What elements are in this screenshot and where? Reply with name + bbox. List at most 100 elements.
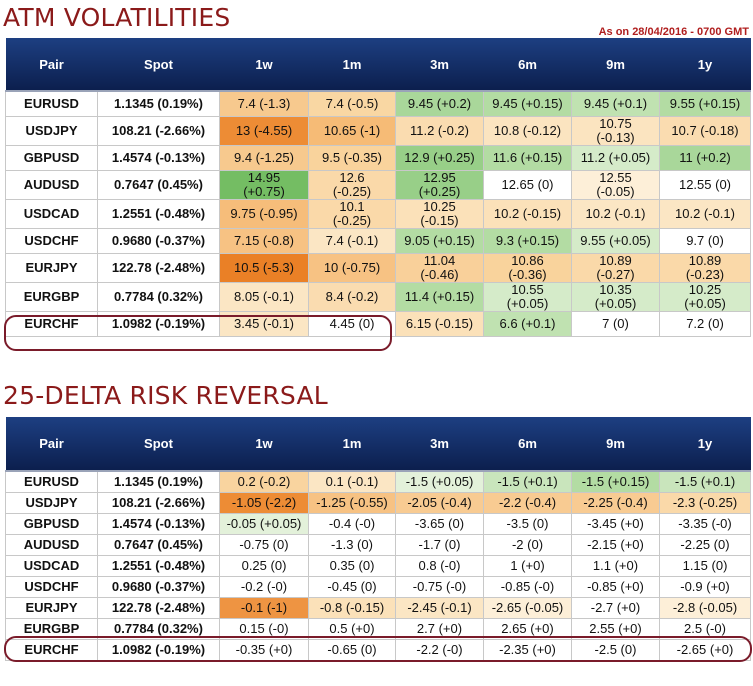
pair-cell: USDCAD xyxy=(5,199,98,229)
column-header-3m: 3m xyxy=(395,417,484,472)
column-header-spot: Spot xyxy=(97,38,220,92)
pair-cell: EURUSD xyxy=(5,90,98,117)
value-cell: -1.5 (+0.1) xyxy=(483,470,572,493)
pair-cell: USDCAD xyxy=(5,555,98,577)
value-cell: 10.75 (-0.13) xyxy=(571,116,660,146)
value-cell: -2.7 (+0) xyxy=(571,597,660,619)
pair-cell: AUDUSD xyxy=(5,534,98,556)
value-cell: 12.65 (0) xyxy=(483,170,572,200)
value-cell: 2.55 (+0) xyxy=(571,618,660,640)
value-cell: 6.15 (-0.15) xyxy=(395,311,484,337)
value-cell: 11.2 (+0.05) xyxy=(571,145,660,171)
value-cell: -2.5 (0) xyxy=(571,639,660,661)
value-cell: 7.4 (-0.1) xyxy=(308,228,396,254)
table-row: GBPUSD 1.4574 (-0.13%) 9.4 (-1.25) 9.5 (-0.… xyxy=(5,145,751,171)
value-cell: 10.25 (-0.15) xyxy=(395,199,484,229)
table-header-row: Pair Spot 1w 1m 3m 6m 9m 1y xyxy=(5,38,751,92)
value-cell: 10.2 (-0.15) xyxy=(483,199,572,229)
column-header-1w: 1w xyxy=(219,38,309,92)
pair-cell: GBPUSD xyxy=(5,513,98,535)
spot-cell: 0.7784 (0.32%) xyxy=(97,618,220,640)
as-of-timestamp: As on 28/04/2016 - 0700 GMT xyxy=(598,26,749,38)
pair-cell: EURUSD xyxy=(5,470,98,493)
value-cell: 10.65 (-1) xyxy=(308,116,396,146)
table-row: USDCAD 1.2551 (-0.48%) 9.75 (-0.95) 10.1 (-… xyxy=(5,199,751,229)
value-cell: 12.9 (+0.25) xyxy=(395,145,484,171)
atm-volatilities-title: ATM VOLATILITIES xyxy=(3,3,231,32)
value-cell: 1.1 (+0) xyxy=(571,555,660,577)
column-header-1y: 1y xyxy=(659,38,751,92)
spot-cell: 1.4574 (-0.13%) xyxy=(97,513,220,535)
table-header-row: Pair Spot 1w 1m 3m 6m 9m 1y xyxy=(5,417,751,472)
pair-cell: EURGBP xyxy=(5,282,98,312)
value-cell: 10.5 (-5.3) xyxy=(219,253,309,283)
value-cell: 10.7 (-0.18) xyxy=(659,116,751,146)
value-cell: 10.35 (+0.05) xyxy=(571,282,660,312)
value-cell: 9.45 (+0.15) xyxy=(483,90,572,117)
table-row: EURCHF 1.0982 (-0.19%) -0.35 (+0) -0.65 (0)… xyxy=(5,639,751,661)
value-cell: -3.5 (0) xyxy=(483,513,572,535)
value-cell: -0.4 (-0) xyxy=(308,513,396,535)
value-cell: 13 (-4.55) xyxy=(219,116,309,146)
value-cell: 12.55 (-0.05) xyxy=(571,170,660,200)
value-cell: 9.45 (+0.1) xyxy=(571,90,660,117)
value-cell: 0.15 (-0) xyxy=(219,618,309,640)
value-cell: -2.8 (-0.05) xyxy=(659,597,751,619)
column-header-1w: 1w xyxy=(219,417,309,472)
value-cell: 11.6 (+0.15) xyxy=(483,145,572,171)
column-header-pair: Pair xyxy=(5,38,98,92)
value-cell: -2.65 (-0.05) xyxy=(483,597,572,619)
value-cell: -0.85 (+0) xyxy=(571,576,660,598)
value-cell: 10.89 (-0.23) xyxy=(659,253,751,283)
value-cell: -3.35 (-0) xyxy=(659,513,751,535)
value-cell: -1.5 (+0.15) xyxy=(571,470,660,493)
value-cell: -0.85 (-0) xyxy=(483,576,572,598)
value-cell: 7.2 (0) xyxy=(659,311,751,337)
value-cell: -1.7 (0) xyxy=(395,534,484,556)
value-cell: -2.2 (-0.4) xyxy=(483,492,572,514)
column-header-spot: Spot xyxy=(97,417,220,472)
table-row: EURCHF 1.0982 (-0.19%) 3.45 (-0.1) 4.45 (0)… xyxy=(5,311,751,337)
value-cell: -2.25 (-0.4) xyxy=(571,492,660,514)
spot-cell: 122.78 (-2.48%) xyxy=(97,253,220,283)
table-row: EURUSD 1.1345 (0.19%) 0.2 (-0.2) 0.1 (-0.1)… xyxy=(5,470,751,493)
spot-cell: 0.7647 (0.45%) xyxy=(97,534,220,556)
value-cell: 10 (-0.75) xyxy=(308,253,396,283)
value-cell: -1.05 (-2.2) xyxy=(219,492,309,514)
value-cell: 10.55 (+0.05) xyxy=(483,282,572,312)
value-cell: -2 (0) xyxy=(483,534,572,556)
table-row: USDCHF 0.9680 (-0.37%) 7.15 (-0.8) 7.4 (-0.… xyxy=(5,228,751,254)
value-cell: 7.4 (-0.5) xyxy=(308,90,396,117)
value-cell: 9.5 (-0.35) xyxy=(308,145,396,171)
value-cell: 10.25 (+0.05) xyxy=(659,282,751,312)
atm-volatilities-table: Pair Spot 1w 1m 3m 6m 9m 1y EURUSD 1.1345 (0.19%… xyxy=(5,38,751,337)
value-cell: 0.1 (-0.1) xyxy=(308,470,396,493)
value-cell: 9.4 (-1.25) xyxy=(219,145,309,171)
pair-cell: EURJPY xyxy=(5,597,98,619)
table-row: EURGBP 0.7784 (0.32%) 8.05 (-0.1) 8.4 (-0.2… xyxy=(5,282,751,312)
column-header-3m: 3m xyxy=(395,38,484,92)
value-cell: -3.45 (+0) xyxy=(571,513,660,535)
value-cell: 0.25 (0) xyxy=(219,555,309,577)
value-cell: 10.1 (-0.25) xyxy=(308,199,396,229)
pair-cell: USDJPY xyxy=(5,492,98,514)
column-header-pair: Pair xyxy=(5,417,98,472)
value-cell: 14.95 (+0.75) xyxy=(219,170,309,200)
spot-cell: 0.9680 (-0.37%) xyxy=(97,228,220,254)
spot-cell: 1.0982 (-0.19%) xyxy=(97,639,220,661)
table-row: USDCHF 0.9680 (-0.37%) -0.2 (-0) -0.45 (0) -… xyxy=(5,576,751,598)
value-cell: 3.45 (-0.1) xyxy=(219,311,309,337)
value-cell: -2.45 (-0.1) xyxy=(395,597,484,619)
pair-cell: GBPUSD xyxy=(5,145,98,171)
value-cell: 11.4 (+0.15) xyxy=(395,282,484,312)
value-cell: 9.7 (0) xyxy=(659,228,751,254)
pair-cell: USDCHF xyxy=(5,576,98,598)
value-cell: 2.65 (+0) xyxy=(483,618,572,640)
value-cell: -2.05 (-0.4) xyxy=(395,492,484,514)
value-cell: 8.05 (-0.1) xyxy=(219,282,309,312)
value-cell: 9.3 (+0.15) xyxy=(483,228,572,254)
value-cell: -0.75 (0) xyxy=(219,534,309,556)
value-cell: 12.55 (0) xyxy=(659,170,751,200)
table-row: EURJPY 122.78 (-2.48%) -0.1 (-1) -0.8 (-0.1… xyxy=(5,597,751,619)
table-row: USDCAD 1.2551 (-0.48%) 0.25 (0) 0.35 (0) 0.8… xyxy=(5,555,751,577)
